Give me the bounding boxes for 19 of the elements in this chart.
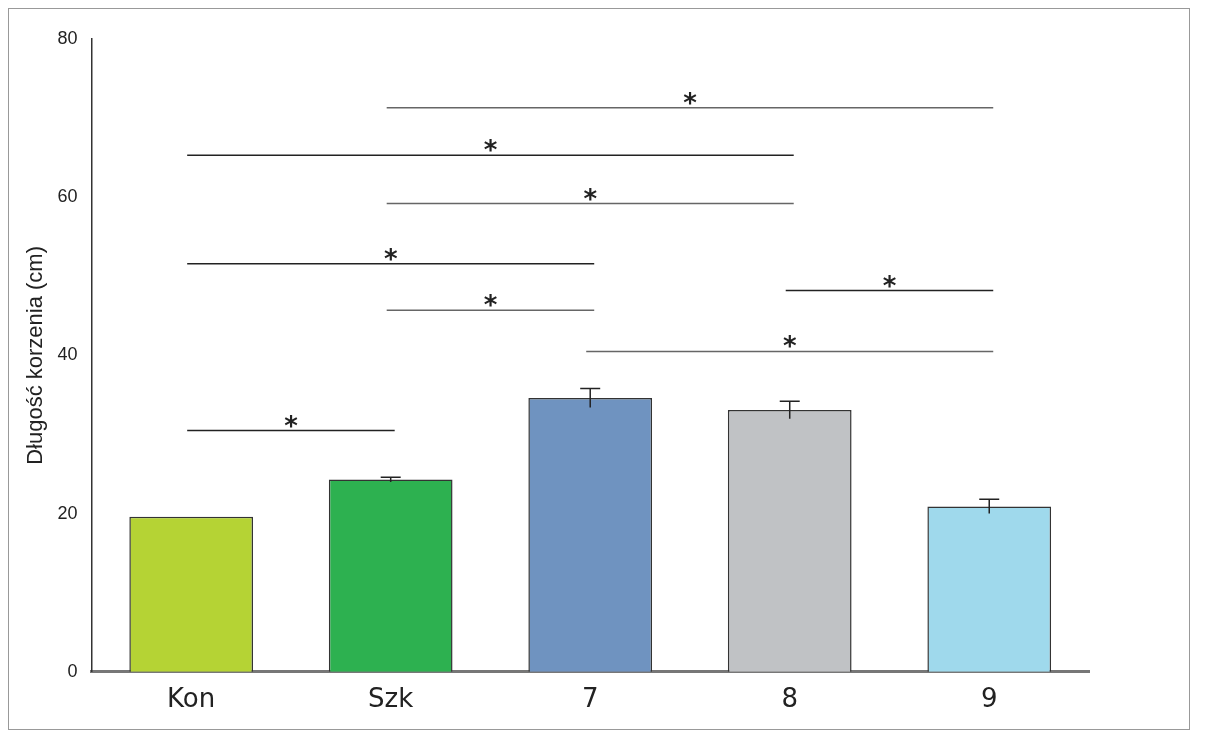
annotation: * — [583, 183, 598, 214]
x-tick-label: 7 — [581, 683, 599, 714]
y-tick-label: 60 — [57, 186, 78, 207]
y-tick-label: 0 — [67, 660, 78, 681]
annotation: * — [782, 331, 797, 362]
y-tick-label: 80 — [57, 27, 78, 48]
annotation: * — [882, 270, 897, 301]
annotation: * — [483, 290, 498, 321]
x-tick-label: Szk — [368, 683, 414, 714]
x-tick-label: 8 — [781, 683, 798, 714]
y-axis-title: Długość korzenia (cm) — [22, 245, 48, 465]
annotation: * — [683, 87, 698, 118]
annotation: * — [284, 410, 299, 441]
x-tick-label: 9 — [980, 683, 998, 714]
annotation: * — [483, 135, 498, 166]
annotation: * — [383, 243, 398, 274]
x-tick-label: Kon — [167, 683, 216, 714]
y-tick-label: 20 — [57, 502, 78, 523]
y-tick-label: 40 — [57, 344, 78, 365]
